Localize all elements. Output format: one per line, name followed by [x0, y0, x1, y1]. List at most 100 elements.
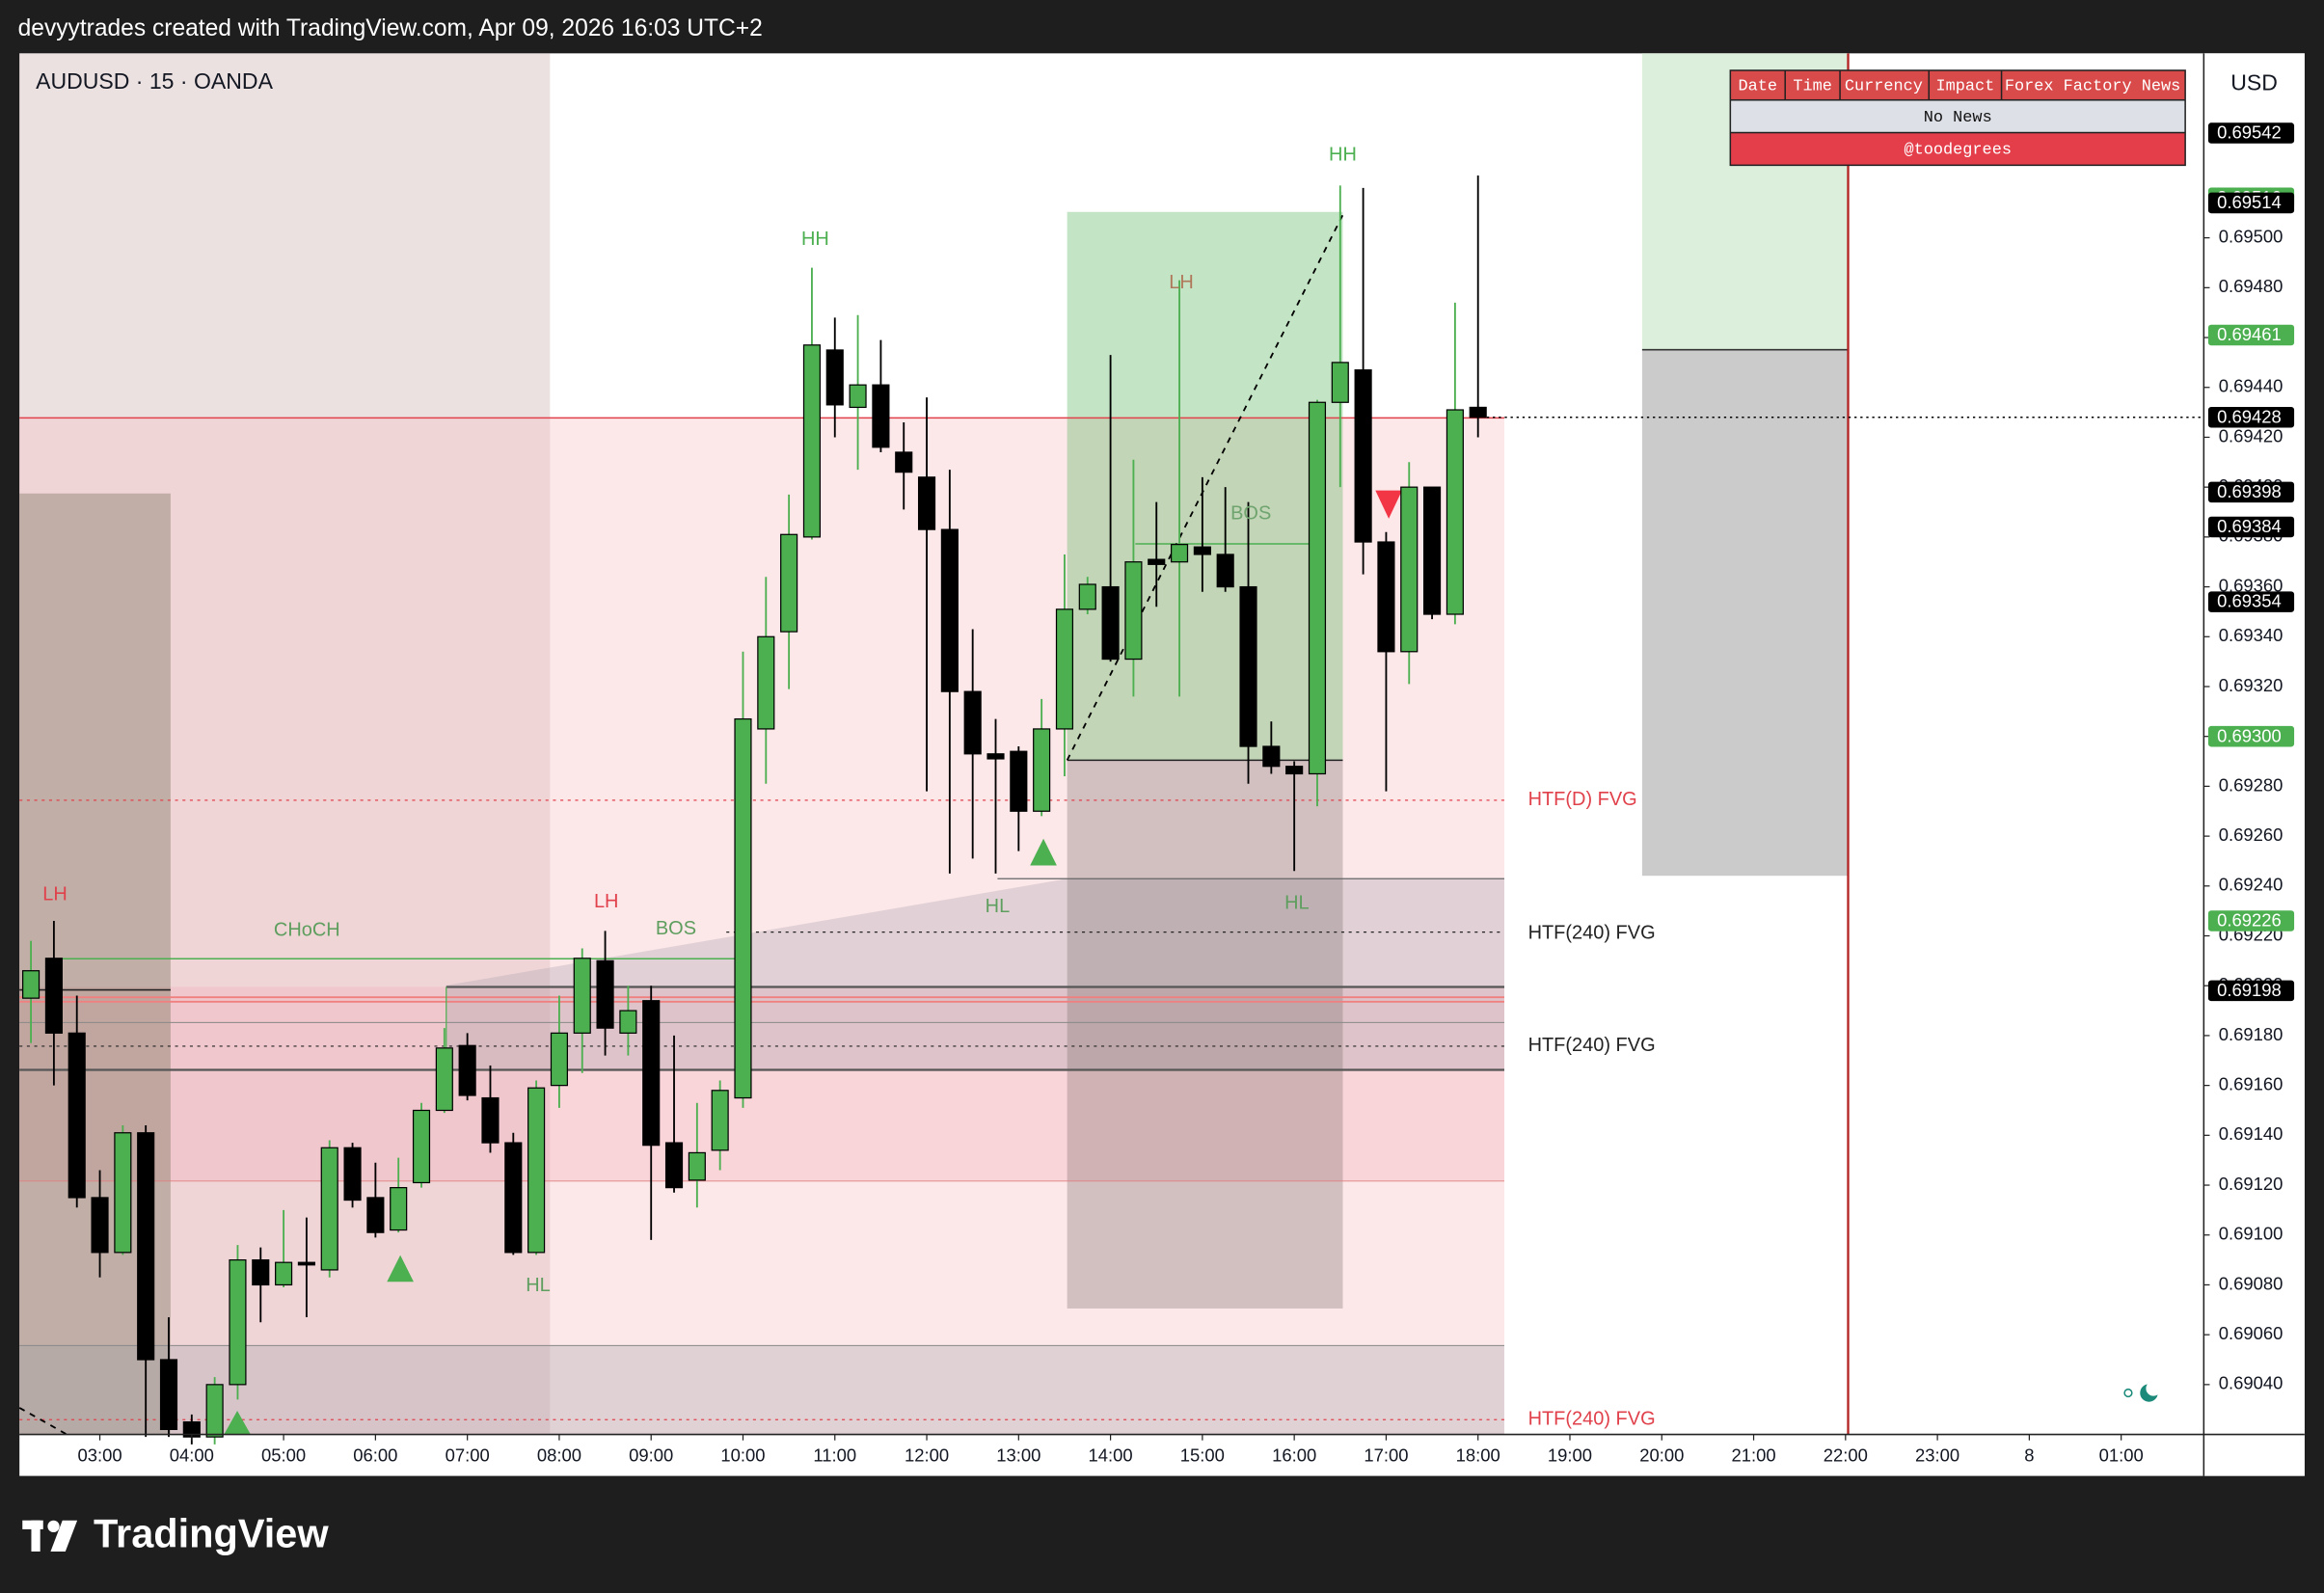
x-tick-label: 23:00 — [1915, 1444, 1959, 1465]
x-tick-label: 06:00 — [353, 1444, 397, 1465]
candle-body — [458, 1044, 476, 1096]
candle-body — [1124, 561, 1143, 661]
buy-signal — [387, 1255, 414, 1282]
candle-body — [68, 1032, 86, 1199]
x-tick-label: 17:00 — [1364, 1444, 1408, 1465]
annotation: LH — [42, 883, 68, 904]
candle-body — [137, 1132, 155, 1361]
candle-body — [1400, 486, 1419, 653]
candle-body — [573, 958, 591, 1034]
table-header: Forex Factory News — [2005, 78, 2180, 96]
currency-label: USD — [2230, 70, 2278, 95]
candle-body — [1262, 745, 1281, 768]
candle-body — [504, 1142, 523, 1254]
price-tag-label: 0.69542 — [2217, 122, 2282, 143]
chart-title: AUDUSD · 15 · OANDA — [36, 68, 274, 94]
candle-body — [412, 1109, 431, 1184]
y-tick-label: 0.69340 — [2219, 625, 2283, 645]
x-tick-label: 8 — [2024, 1444, 2034, 1465]
candle-body — [1033, 728, 1051, 812]
y-tick-label: 0.69260 — [2219, 824, 2283, 845]
candle-body — [1331, 362, 1349, 403]
y-tick-label: 0.69320 — [2219, 675, 2283, 695]
price-tag-label: 0.69300 — [2217, 725, 2282, 745]
table-cell-text: @toodegrees — [1904, 142, 2012, 160]
candle-body — [1193, 546, 1211, 555]
y-tick-label: 0.69120 — [2219, 1174, 2283, 1194]
x-tick-label: 09:00 — [629, 1444, 673, 1465]
candle-body — [1377, 541, 1395, 653]
candle-body — [780, 533, 798, 633]
candle-body — [872, 384, 890, 448]
table-cell — [1731, 100, 2185, 132]
x-tick-label: 03:00 — [77, 1444, 122, 1465]
candle-body — [275, 1261, 293, 1286]
candle-body — [664, 1142, 684, 1189]
candle-body — [1354, 369, 1372, 543]
candle-body — [1101, 585, 1120, 661]
x-tick-label: 05:00 — [261, 1444, 306, 1465]
y-tick-label: 0.69140 — [2219, 1123, 2283, 1144]
y-tick-label: 0.69180 — [2219, 1024, 2283, 1044]
header-text: devyytrades created with TradingView.com… — [18, 15, 763, 41]
price-tag-label: 0.69398 — [2217, 481, 2282, 501]
annotation: HTF(240) FVG — [1528, 1408, 1656, 1429]
x-tick-label: 18:00 — [1456, 1444, 1500, 1465]
y-tick-label: 0.69060 — [2219, 1323, 2283, 1343]
x-tick-label: 04:00 — [170, 1444, 214, 1465]
x-tick-label: 13:00 — [996, 1444, 1040, 1465]
y-tick-label: 0.69160 — [2219, 1074, 2283, 1094]
stop-zone — [1067, 760, 1343, 1309]
candle-body — [343, 1147, 362, 1202]
x-tick-label: 12:00 — [905, 1444, 949, 1465]
fvg-zone — [19, 986, 1504, 1181]
y-tick-label: 0.69240 — [2219, 875, 2283, 895]
projection-line — [18, 1407, 68, 1436]
candle-body — [297, 1261, 315, 1266]
footer-logo: TradingView — [22, 1511, 329, 1556]
annotation: LH — [594, 891, 619, 912]
price-tag — [2207, 725, 2295, 747]
price-tag — [2207, 407, 2295, 428]
price-tag — [2207, 591, 2295, 612]
price-tag — [2207, 324, 2295, 346]
candle-body — [229, 1258, 247, 1386]
candle-body — [940, 528, 959, 692]
candle-body — [1170, 544, 1189, 563]
table-header-cell — [2002, 70, 2185, 99]
candle-body — [688, 1151, 706, 1181]
y-tick-label: 0.69420 — [2219, 425, 2283, 446]
annotation: LH — [1169, 272, 1194, 293]
price-tag-label: 0.69384 — [2217, 516, 2282, 536]
price-tag — [2207, 192, 2295, 214]
candle-body — [917, 476, 936, 530]
table-header: Date — [1738, 78, 1777, 96]
table-header-cell — [1840, 70, 1929, 99]
candle-body — [252, 1258, 270, 1286]
logo-part — [50, 1520, 78, 1552]
x-tick-label: 07:00 — [446, 1444, 490, 1465]
candle-body — [390, 1187, 408, 1231]
candle-body — [205, 1384, 224, 1438]
candle-body — [1239, 585, 1257, 747]
annotation: HH — [1329, 145, 1357, 166]
annotation: HL — [1284, 893, 1310, 914]
candle-body — [596, 959, 614, 1029]
table-header-cell — [1785, 70, 1840, 99]
x-tick-label: 10:00 — [720, 1444, 765, 1465]
candle-body — [114, 1132, 132, 1254]
candle-body — [435, 1047, 453, 1112]
candle-body — [711, 1090, 729, 1151]
annotation: HTF(240) FVG — [1528, 1035, 1656, 1056]
price-tag — [2207, 516, 2295, 538]
table-header: Impact — [1936, 78, 1995, 96]
candle-body — [366, 1197, 385, 1233]
target-zone — [1067, 211, 1343, 761]
table-header: Time — [1793, 78, 1832, 96]
moon-cutout — [2146, 1381, 2161, 1396]
annotation: BOS — [656, 918, 696, 939]
candle-body — [849, 384, 867, 409]
x-tick-label: 11:00 — [813, 1444, 856, 1465]
candle-body — [481, 1096, 500, 1144]
